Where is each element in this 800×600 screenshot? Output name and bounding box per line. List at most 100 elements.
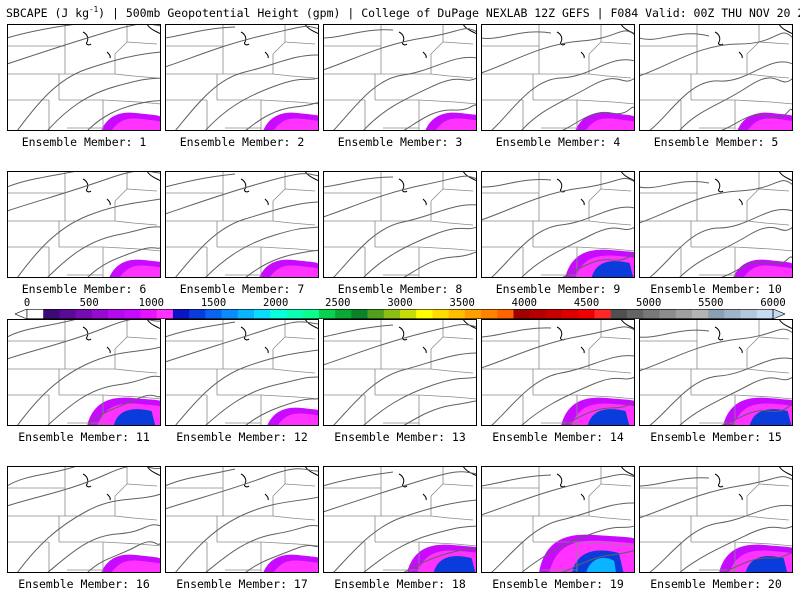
coastline xyxy=(106,51,111,59)
coastline xyxy=(305,172,318,182)
coastline xyxy=(82,473,92,488)
ensemble-member-label: Ensemble Member: 5 xyxy=(653,135,779,149)
state-border xyxy=(114,220,134,224)
height-contour xyxy=(87,394,160,425)
cape-shading xyxy=(747,118,792,130)
state-border xyxy=(418,394,456,398)
colorbar-swatch xyxy=(254,309,271,319)
ensemble-panel-8 xyxy=(323,171,477,278)
state-border xyxy=(600,336,632,340)
coastline xyxy=(106,493,111,501)
coastline xyxy=(556,178,566,193)
colorbar-swatch xyxy=(27,309,44,319)
state-border xyxy=(430,73,450,77)
height-contour xyxy=(521,376,634,425)
height-contour xyxy=(47,375,160,425)
height-contour xyxy=(8,25,74,39)
state-border xyxy=(770,543,792,547)
state-border xyxy=(588,336,602,350)
state-border xyxy=(576,541,614,545)
state-border xyxy=(758,41,790,45)
height-contour xyxy=(8,320,76,338)
colorbar-swatch xyxy=(594,309,612,319)
cape-shading xyxy=(273,118,318,130)
ensemble-panel-16 xyxy=(7,466,161,573)
height-contour xyxy=(649,209,792,277)
height-contour xyxy=(205,77,318,130)
colorbar-swatch xyxy=(708,309,725,319)
height-contour xyxy=(324,471,476,513)
colorbar-swatch xyxy=(286,309,303,319)
colorbar-swatch xyxy=(464,309,482,319)
height-contour xyxy=(679,376,792,425)
height-contour xyxy=(166,25,318,68)
height-contour xyxy=(324,324,394,338)
coastline xyxy=(264,493,269,501)
state-border xyxy=(734,541,772,545)
height-contour xyxy=(8,172,160,212)
ensemble-map-18 xyxy=(324,467,476,572)
state-border xyxy=(272,515,292,519)
coastline xyxy=(714,178,724,193)
state-border xyxy=(734,394,772,398)
state-border xyxy=(606,370,632,374)
state-border xyxy=(102,99,140,103)
state-border xyxy=(600,41,632,45)
state-border xyxy=(612,543,634,547)
state-border xyxy=(272,368,292,372)
ensemble-map-12 xyxy=(166,320,318,425)
colorbar-swatch xyxy=(172,309,190,319)
colorbar-swatch xyxy=(691,309,709,319)
ensemble-map-14 xyxy=(482,320,634,425)
state-border xyxy=(746,336,760,350)
height-contour xyxy=(482,326,634,369)
height-contour xyxy=(205,226,318,277)
coastline xyxy=(738,346,743,354)
state-border xyxy=(746,483,760,497)
height-contour xyxy=(679,77,792,130)
coastline xyxy=(738,493,743,501)
height-contour xyxy=(403,400,476,425)
height-contour xyxy=(521,525,634,572)
state-border xyxy=(126,483,158,487)
state-border xyxy=(764,517,790,521)
ensemble-map-2 xyxy=(166,25,318,130)
colorbar-swatch xyxy=(124,309,141,319)
state-border xyxy=(588,515,608,519)
colorbar-swatch xyxy=(627,309,644,319)
height-contour xyxy=(175,349,318,425)
state-border xyxy=(284,188,316,192)
height-contour xyxy=(324,175,476,218)
state-border xyxy=(770,248,792,252)
cape-shading xyxy=(591,261,634,277)
state-border xyxy=(448,222,474,226)
height-contour xyxy=(324,324,476,366)
height-contour xyxy=(47,77,160,130)
colorbar-swatch xyxy=(205,309,222,319)
state-border xyxy=(734,246,772,250)
map-title: SBCAPE (J kg-1) | 500mb Geopotential Hei… xyxy=(6,5,800,20)
coastline xyxy=(422,493,427,501)
coastline xyxy=(422,346,427,354)
ensemble-map-1 xyxy=(8,25,160,130)
state-border xyxy=(734,99,772,103)
coastline xyxy=(106,346,111,354)
height-contour xyxy=(17,346,160,425)
cape-shading xyxy=(111,118,160,130)
coastline xyxy=(580,346,585,354)
state-border xyxy=(114,368,134,372)
state-border xyxy=(126,336,158,340)
height-contour xyxy=(8,467,160,507)
height-contour xyxy=(403,252,476,277)
state-border xyxy=(430,41,444,55)
colorbar-swatch xyxy=(189,309,206,319)
state-border xyxy=(448,75,474,79)
state-border xyxy=(260,99,298,103)
ensemble-panel-5 xyxy=(639,24,793,131)
coastline xyxy=(714,31,724,46)
height-contour xyxy=(720,552,792,572)
height-contour xyxy=(175,201,318,277)
state-border xyxy=(430,188,444,202)
colorbar-tick-label: 2000 xyxy=(263,297,289,309)
state-border xyxy=(272,188,286,202)
